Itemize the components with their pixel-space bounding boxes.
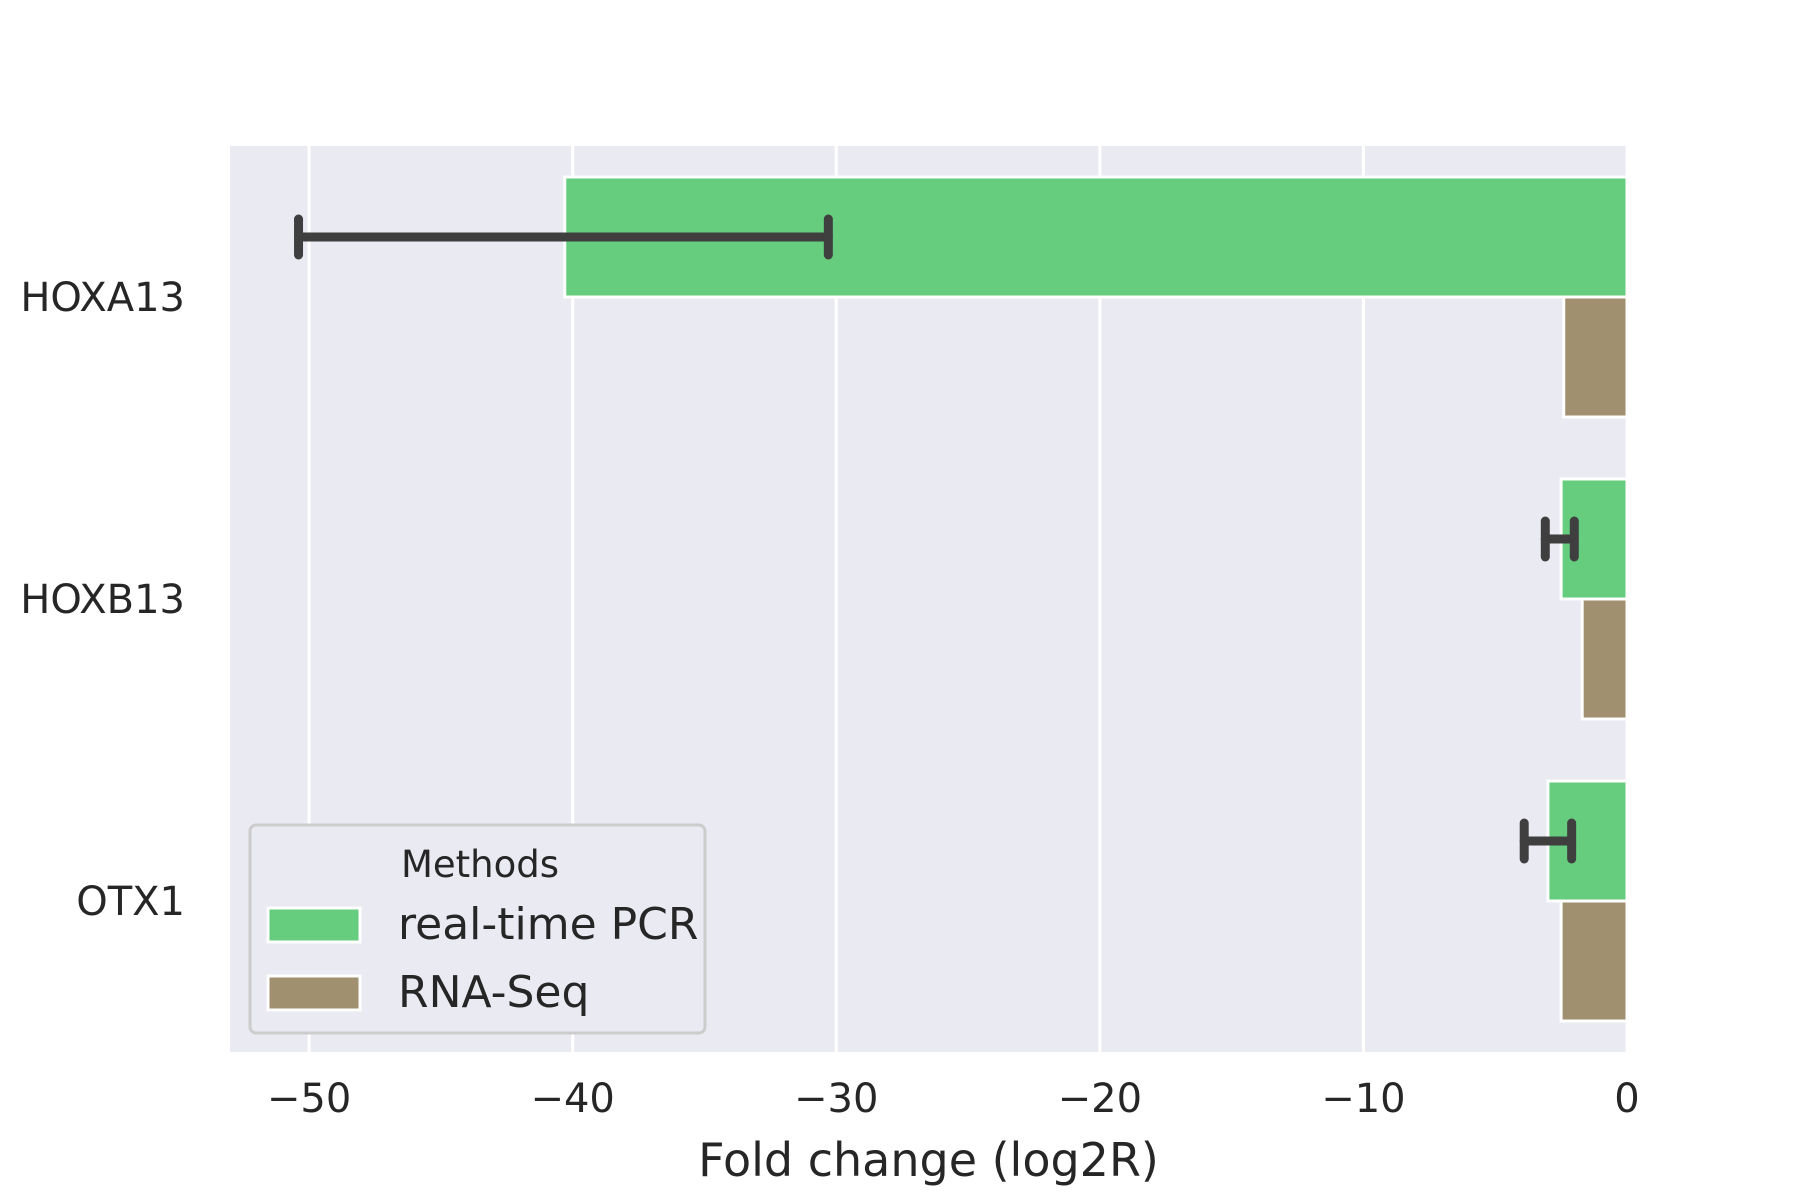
x-tick-label: 0 — [1614, 1076, 1639, 1122]
legend-box — [248, 823, 707, 1035]
x-axis-title: Fold change (log2R) — [698, 1133, 1159, 1187]
x-tick-label: −30 — [794, 1076, 878, 1122]
x-tick-label: −20 — [1058, 1076, 1142, 1122]
legend-label-rna-seq: RNA-Seq — [398, 967, 589, 1018]
x-tick-labels: −50 −40 −30 −20 −10 0 — [267, 1076, 1640, 1122]
legend-title: Methods — [401, 843, 559, 886]
legend-label-real-time-pcr: real-time PCR — [398, 899, 698, 950]
x-tick-label: −10 — [1321, 1076, 1405, 1122]
x-tick-label: −40 — [530, 1076, 614, 1122]
y-tick-label: HOXA13 — [20, 275, 185, 321]
bar-rna-seq-otx1 — [1559, 899, 1629, 1023]
bars — [563, 175, 1629, 1023]
bar-rna-seq-hoxa13 — [1562, 295, 1629, 419]
error-bars — [294, 214, 1579, 864]
y-tick-label: HOXB13 — [20, 577, 185, 623]
y-tick-labels: HOXA13 HOXB13 OTX1 — [20, 275, 185, 925]
legend-swatch-rna-seq — [266, 974, 362, 1012]
legend-swatch-real-time-pcr — [266, 906, 362, 944]
x-tick-label: −50 — [267, 1076, 351, 1122]
legend: Methods real-time PCR RNA-Seq — [248, 823, 707, 1035]
bar-rna-seq-hoxb13 — [1580, 597, 1629, 721]
y-tick-label: OTX1 — [76, 879, 185, 925]
